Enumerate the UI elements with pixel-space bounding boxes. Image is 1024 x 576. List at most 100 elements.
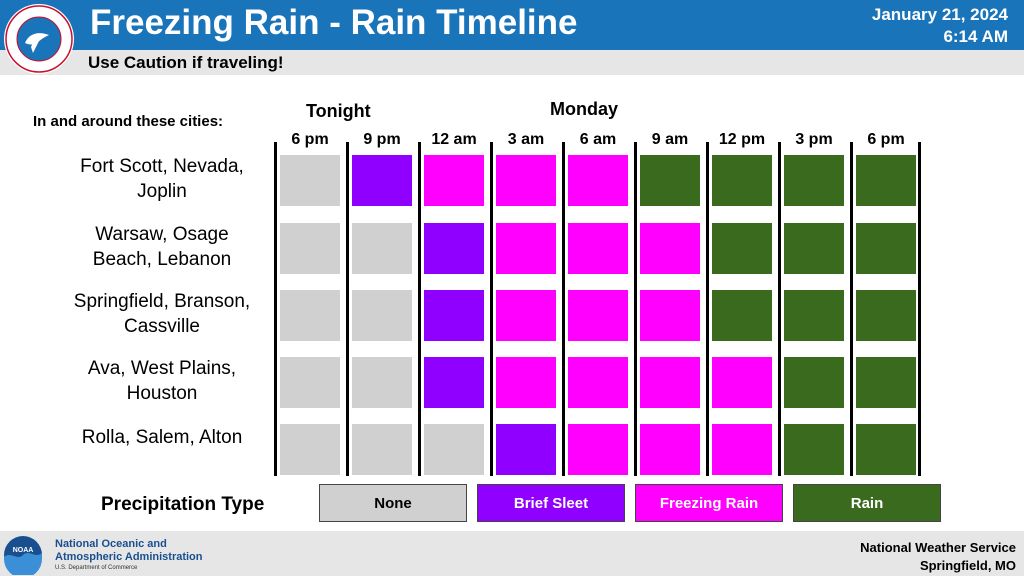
timeline-cell-sleet	[424, 223, 484, 274]
column-divider	[562, 142, 565, 476]
city-label-line: Houston	[126, 383, 198, 404]
column-divider	[490, 142, 493, 476]
city-label-line: Cassville	[123, 316, 201, 337]
timeline-cell-rain	[712, 223, 772, 274]
timeline-cell-rain	[856, 223, 916, 274]
city-label-line: Ava, West Plains,	[87, 358, 237, 379]
timeline-cell-sleet	[352, 155, 412, 206]
cities-header: In and around these cities:	[33, 113, 224, 130]
timeline-cell-fzra	[568, 357, 628, 408]
legend-item-sleet: Brief Sleet	[477, 484, 625, 522]
city-label: Fort Scott, Nevada, Joplin	[52, 154, 272, 204]
timeline-cell-none	[352, 424, 412, 475]
timeline-cell-sleet	[424, 357, 484, 408]
timeline-cell-rain	[784, 223, 844, 274]
timeline-cell-none	[352, 223, 412, 274]
time-label: 6 am	[579, 131, 617, 148]
group-label-tonight: Tonight	[306, 101, 371, 121]
timeline-cell-rain	[856, 290, 916, 341]
footer-bar	[0, 531, 1024, 576]
nws-office-line2: Springfield, MO	[919, 558, 1016, 573]
timeline-cell-rain	[784, 155, 844, 206]
column-divider	[778, 142, 781, 476]
timeline-cell-none	[280, 223, 340, 274]
timeline-cell-rain	[784, 290, 844, 341]
time-label: 9 am	[651, 131, 689, 148]
page-title: Freezing Rain - Rain Timeline	[90, 3, 578, 42]
timeline-cell-fzra	[568, 223, 628, 274]
city-label: Rolla, Salem, Alton	[52, 425, 272, 450]
timeline-cell-fzra	[640, 290, 700, 341]
noaa-name: National Oceanic and Atmospheric Adminis…	[55, 538, 203, 564]
timeline-cell-rain	[856, 155, 916, 206]
timeline-cell-rain	[712, 155, 772, 206]
nws-logo	[4, 4, 74, 74]
noaa-logo: NOAA	[4, 536, 42, 575]
group-label-monday: Monday	[550, 99, 619, 119]
timeline-cell-rain	[856, 424, 916, 475]
legend-item-rain: Rain	[793, 484, 941, 522]
timeline-cell-rain	[640, 155, 700, 206]
legend-title: Precipitation Type	[101, 494, 265, 515]
title-bar	[0, 0, 1024, 50]
caution-bar	[0, 50, 1024, 75]
time-label: 3 am	[507, 131, 545, 148]
city-label-line: Joplin	[137, 181, 187, 202]
column-divider	[346, 142, 349, 476]
city-label: Ava, West Plains, Houston	[52, 356, 272, 406]
column-divider	[706, 142, 709, 476]
timeline-cell-fzra	[640, 357, 700, 408]
timeline-cell-fzra	[496, 357, 556, 408]
issued-time: 6:14 AM	[943, 27, 1008, 46]
timeline-cell-none	[424, 424, 484, 475]
timeline-cell-none	[352, 357, 412, 408]
legend-item-fzra: Freezing Rain	[635, 484, 783, 522]
timeline-cell-fzra	[496, 223, 556, 274]
timeline-cell-rain	[856, 357, 916, 408]
column-divider	[850, 142, 853, 476]
nws-office: National Weather Service Springfield, MO	[860, 539, 1016, 575]
timeline-cell-rain	[712, 290, 772, 341]
column-divider	[634, 142, 637, 476]
time-label: 6 pm	[291, 131, 329, 148]
timeline-cell-rain	[784, 424, 844, 475]
city-label-line: Rolla, Salem, Alton	[81, 427, 243, 448]
timeline-cell-fzra	[568, 424, 628, 475]
noaa-dept: U.S. Department of Commerce	[55, 565, 138, 571]
timeline-cell-fzra	[712, 424, 772, 475]
time-label: 12 pm	[718, 131, 766, 148]
timeline-cell-fzra	[640, 424, 700, 475]
city-label-line: Beach, Lebanon	[92, 249, 232, 270]
timeline-cell-none	[280, 155, 340, 206]
timeline-cell-none	[280, 290, 340, 341]
timeline-cell-fzra	[424, 155, 484, 206]
issued-date: January 21, 2024	[871, 5, 1008, 24]
noaa-logo-text: NOAA	[13, 547, 34, 554]
timeline-cell-none	[280, 357, 340, 408]
column-divider	[418, 142, 421, 476]
timeline-cell-sleet	[424, 290, 484, 341]
column-divider	[918, 142, 921, 476]
timeline-cell-none	[280, 424, 340, 475]
city-label: Warsaw, Osage Beach, Lebanon	[52, 222, 272, 272]
timeline-cell-fzra	[568, 290, 628, 341]
timeline-cell-rain	[784, 357, 844, 408]
city-label-line: Springfield, Branson,	[73, 291, 251, 312]
legend-item-none: None	[319, 484, 467, 522]
column-divider	[274, 142, 277, 476]
time-label: 12 am	[431, 131, 477, 148]
issued-datetime: January 21, 2024 6:14 AM	[872, 4, 1008, 48]
noaa-name-line1: National Oceanic and	[55, 538, 167, 550]
time-label: 3 pm	[795, 131, 833, 148]
timeline-cell-none	[352, 290, 412, 341]
caution-text: Use Caution if traveling!	[88, 53, 284, 72]
timeline-cell-fzra	[640, 223, 700, 274]
time-label: 9 pm	[363, 131, 401, 148]
noaa-name-line2: Atmospheric Administration	[55, 551, 203, 563]
timeline-cell-fzra	[712, 357, 772, 408]
city-label-line: Fort Scott, Nevada,	[80, 156, 244, 177]
city-label: Springfield, Branson, Cassville	[52, 289, 272, 339]
time-label: 6 pm	[867, 131, 905, 148]
city-label-line: Warsaw, Osage	[95, 224, 229, 245]
nws-office-line1: National Weather Service	[860, 540, 1016, 555]
